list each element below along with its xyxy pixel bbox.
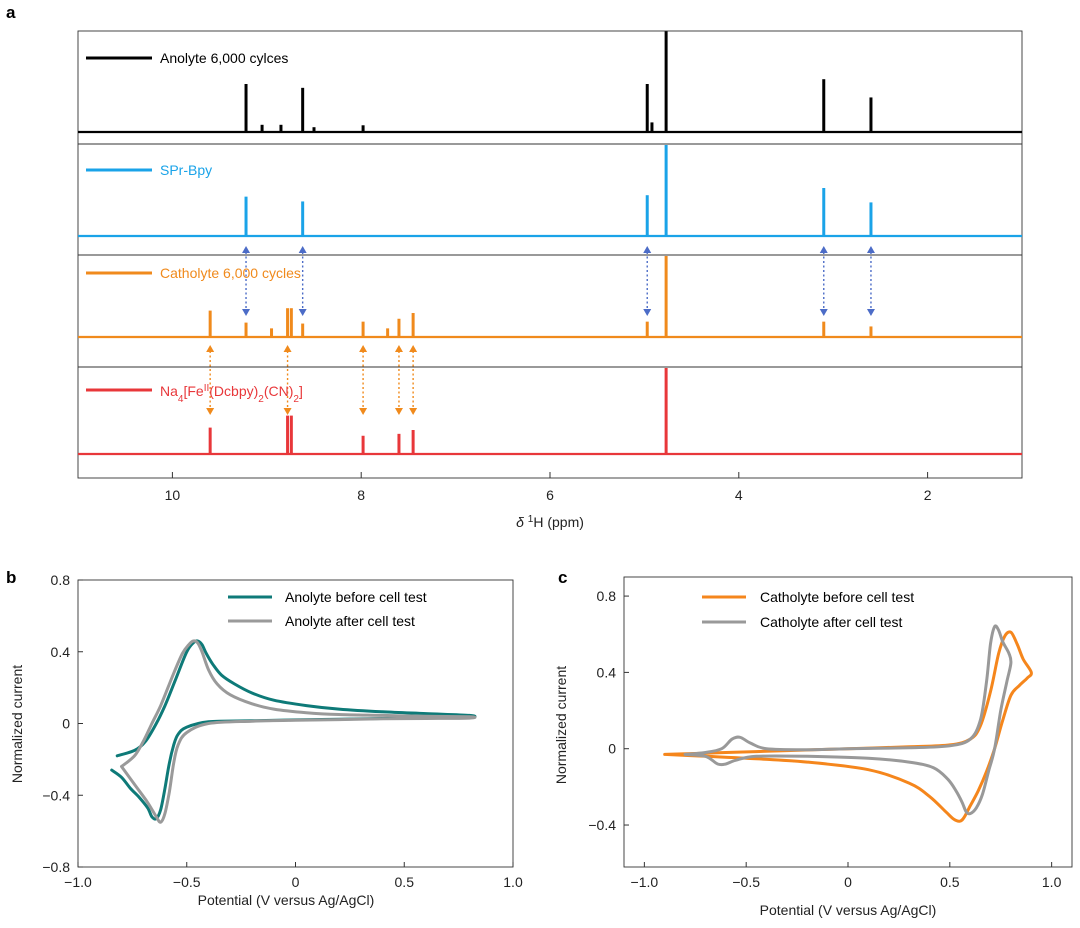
cv-b-y-axis-title: Normalized current xyxy=(9,665,25,783)
blue-arrow-0 xyxy=(242,246,251,316)
cv-b-ytick-label-3: 0.4 xyxy=(51,644,71,660)
cv-c-x-axis-title: Potential (V versus Ag/AgCl) xyxy=(760,902,937,918)
blue-arrow-2-head-top xyxy=(643,246,652,253)
blue-arrow-1 xyxy=(298,246,307,316)
blue-arrow-4 xyxy=(866,246,875,316)
blue-arrow-1-head-top xyxy=(298,246,307,253)
nmr-arrows xyxy=(206,246,875,415)
orange-arrow-0-head-top xyxy=(206,345,215,352)
orange-arrow-4-head-bottom xyxy=(409,408,418,415)
nmr-spectrum-3 xyxy=(78,368,1022,456)
cv-b-legend-before: Anolyte before cell test xyxy=(285,589,427,605)
nmr-x-ticks: 10 8 6 4 2 xyxy=(165,472,932,503)
blue-arrow-2 xyxy=(643,246,652,316)
cv-c-xtick-label-3: 0.5 xyxy=(940,874,960,890)
cv-c-ytick-label-2: 0.4 xyxy=(597,664,617,680)
nmr-tick-label-0: 10 xyxy=(165,487,181,503)
orange-arrow-2-head-top xyxy=(359,345,368,352)
cv-b-xtick-label-3: 0.5 xyxy=(395,874,415,890)
cv-c-curve-1 xyxy=(683,624,1013,816)
nmr-tick-label-4: 2 xyxy=(924,487,932,503)
blue-arrow-1-head-bottom xyxy=(298,309,307,316)
nmr-spectrum-2 xyxy=(78,256,1022,339)
blue-arrow-3 xyxy=(819,246,828,316)
nmr-legends: Anolyte 6,000 cylces SPr-Bpy Catholyte 6… xyxy=(86,50,303,405)
cv-b-xtick-label-2: 0 xyxy=(292,874,300,890)
cv-b-xtick-label-1: −0.5 xyxy=(173,874,201,890)
cv-c-xtick-label-4: 1.0 xyxy=(1042,874,1062,890)
orange-arrow-3 xyxy=(394,345,403,415)
cv-c-curves xyxy=(663,624,1033,823)
cv-c-ytick-label-1: 0 xyxy=(608,741,616,757)
cv-c-ticks: −1.0 −0.5 0 0.5 1.0 −0.4 0 0.4 0.8 xyxy=(588,588,1061,890)
cv-b-ticks: −1.0 −0.5 0 0.5 1.0 −0.8 −0.4 0 0.4 0.8 xyxy=(42,572,523,890)
cv-b-legend-after: Anolyte after cell test xyxy=(285,613,415,629)
cv-b-xtick-label-0: −1.0 xyxy=(64,874,92,890)
cv-c-legend-before: Catholyte before cell test xyxy=(760,589,914,605)
cv-c-xtick-label-0: −1.0 xyxy=(631,874,659,890)
nmr-tick-label-2: 6 xyxy=(546,487,554,503)
cv-b-xtick-label-4: 1.0 xyxy=(503,874,523,890)
legend-fe-complex: Na4[FeII(Dcbpy)2(CN)2] xyxy=(160,383,303,405)
panel-label-c: c xyxy=(558,568,567,587)
nmr-spectrum-0 xyxy=(78,31,1022,134)
nmr-spectrum-1 xyxy=(78,145,1022,238)
cv-b-ytick-label-0: −0.8 xyxy=(42,859,70,875)
orange-arrow-4-head-top xyxy=(409,345,418,352)
cv-b-x-axis-title: Potential (V versus Ag/AgCl) xyxy=(198,892,375,908)
blue-arrow-0-head-top xyxy=(242,246,251,253)
orange-arrow-0-head-bottom xyxy=(206,408,215,415)
cv-b-ytick-label-4: 0.8 xyxy=(51,572,71,588)
nmr-frame xyxy=(77,30,1023,479)
cv-c-ytick-label-0: −0.4 xyxy=(588,817,616,833)
orange-arrow-4 xyxy=(409,345,418,415)
cv-c-curve-0 xyxy=(663,630,1033,823)
legend-catholyte: Catholyte 6,000 cycles xyxy=(160,265,301,281)
panel-label-b: b xyxy=(6,568,16,587)
cv-c-legend-after: Catholyte after cell test xyxy=(760,614,903,630)
cv-b-ytick-label-1: −0.4 xyxy=(42,787,70,803)
orange-arrow-1-head-top xyxy=(283,345,292,352)
orange-arrow-2-head-bottom xyxy=(359,408,368,415)
orange-arrow-0 xyxy=(206,345,215,415)
cv-b-curves xyxy=(110,639,477,824)
blue-arrow-4-head-bottom xyxy=(866,309,875,316)
legend-anolyte: Anolyte 6,000 cylces xyxy=(160,50,288,66)
orange-arrow-1 xyxy=(283,345,292,415)
nmr-spectra xyxy=(78,31,1022,456)
cv-c-ytick-label-3: 0.8 xyxy=(597,588,617,604)
blue-arrow-3-head-bottom xyxy=(819,309,828,316)
nmr-tick-label-3: 4 xyxy=(735,487,743,503)
blue-arrow-0-head-bottom xyxy=(242,309,251,316)
orange-arrow-3-head-top xyxy=(394,345,403,352)
panel-label-a: a xyxy=(6,3,16,22)
cv-anolyte-panel: −1.0 −0.5 0 0.5 1.0 −0.8 −0.4 0 0.4 0.8 Anolyte b… xyxy=(9,572,523,908)
legend-sprbpy: SPr-Bpy xyxy=(160,162,212,178)
cv-c-xtick-label-2: 0 xyxy=(844,874,852,890)
nmr-tick-label-1: 8 xyxy=(357,487,365,503)
blue-arrow-4-head-top xyxy=(866,246,875,253)
cv-catholyte-panel: −1.0 −0.5 0 0.5 1.0 −0.4 0 0.4 0.8 Catholyte bef… xyxy=(553,576,1073,918)
cv-b-curve-0 xyxy=(110,639,477,821)
cv-c-y-axis-title: Normalized current xyxy=(553,666,569,784)
blue-arrow-3-head-top xyxy=(819,246,828,253)
cv-b-ytick-label-2: 0 xyxy=(62,716,70,732)
blue-arrow-2-head-bottom xyxy=(643,309,652,316)
nmr-x-axis-title: δ 1H (ppm) xyxy=(516,514,584,531)
cv-b-curve-1 xyxy=(120,639,477,824)
orange-arrow-3-head-bottom xyxy=(394,408,403,415)
cv-c-xtick-label-1: −0.5 xyxy=(732,874,760,890)
orange-arrow-2 xyxy=(359,345,368,415)
nmr-panel: Anolyte 6,000 cylces SPr-Bpy Catholyte 6… xyxy=(77,30,1023,531)
orange-arrow-1-head-bottom xyxy=(283,408,292,415)
